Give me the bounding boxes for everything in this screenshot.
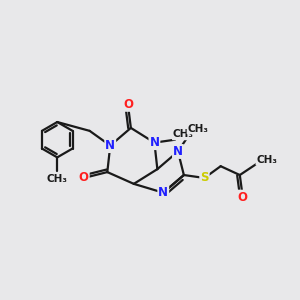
- Text: CH₃: CH₃: [173, 129, 194, 140]
- Text: CH₃: CH₃: [47, 174, 68, 184]
- Text: CH₃: CH₃: [256, 155, 278, 165]
- Text: N: N: [158, 186, 168, 199]
- Text: N: N: [173, 145, 183, 158]
- Text: O: O: [79, 172, 89, 184]
- Text: S: S: [200, 172, 209, 184]
- Text: CH₃: CH₃: [188, 124, 208, 134]
- Text: O: O: [238, 190, 248, 204]
- Text: N: N: [105, 139, 115, 152]
- Text: N: N: [149, 136, 159, 149]
- Text: O: O: [123, 98, 133, 111]
